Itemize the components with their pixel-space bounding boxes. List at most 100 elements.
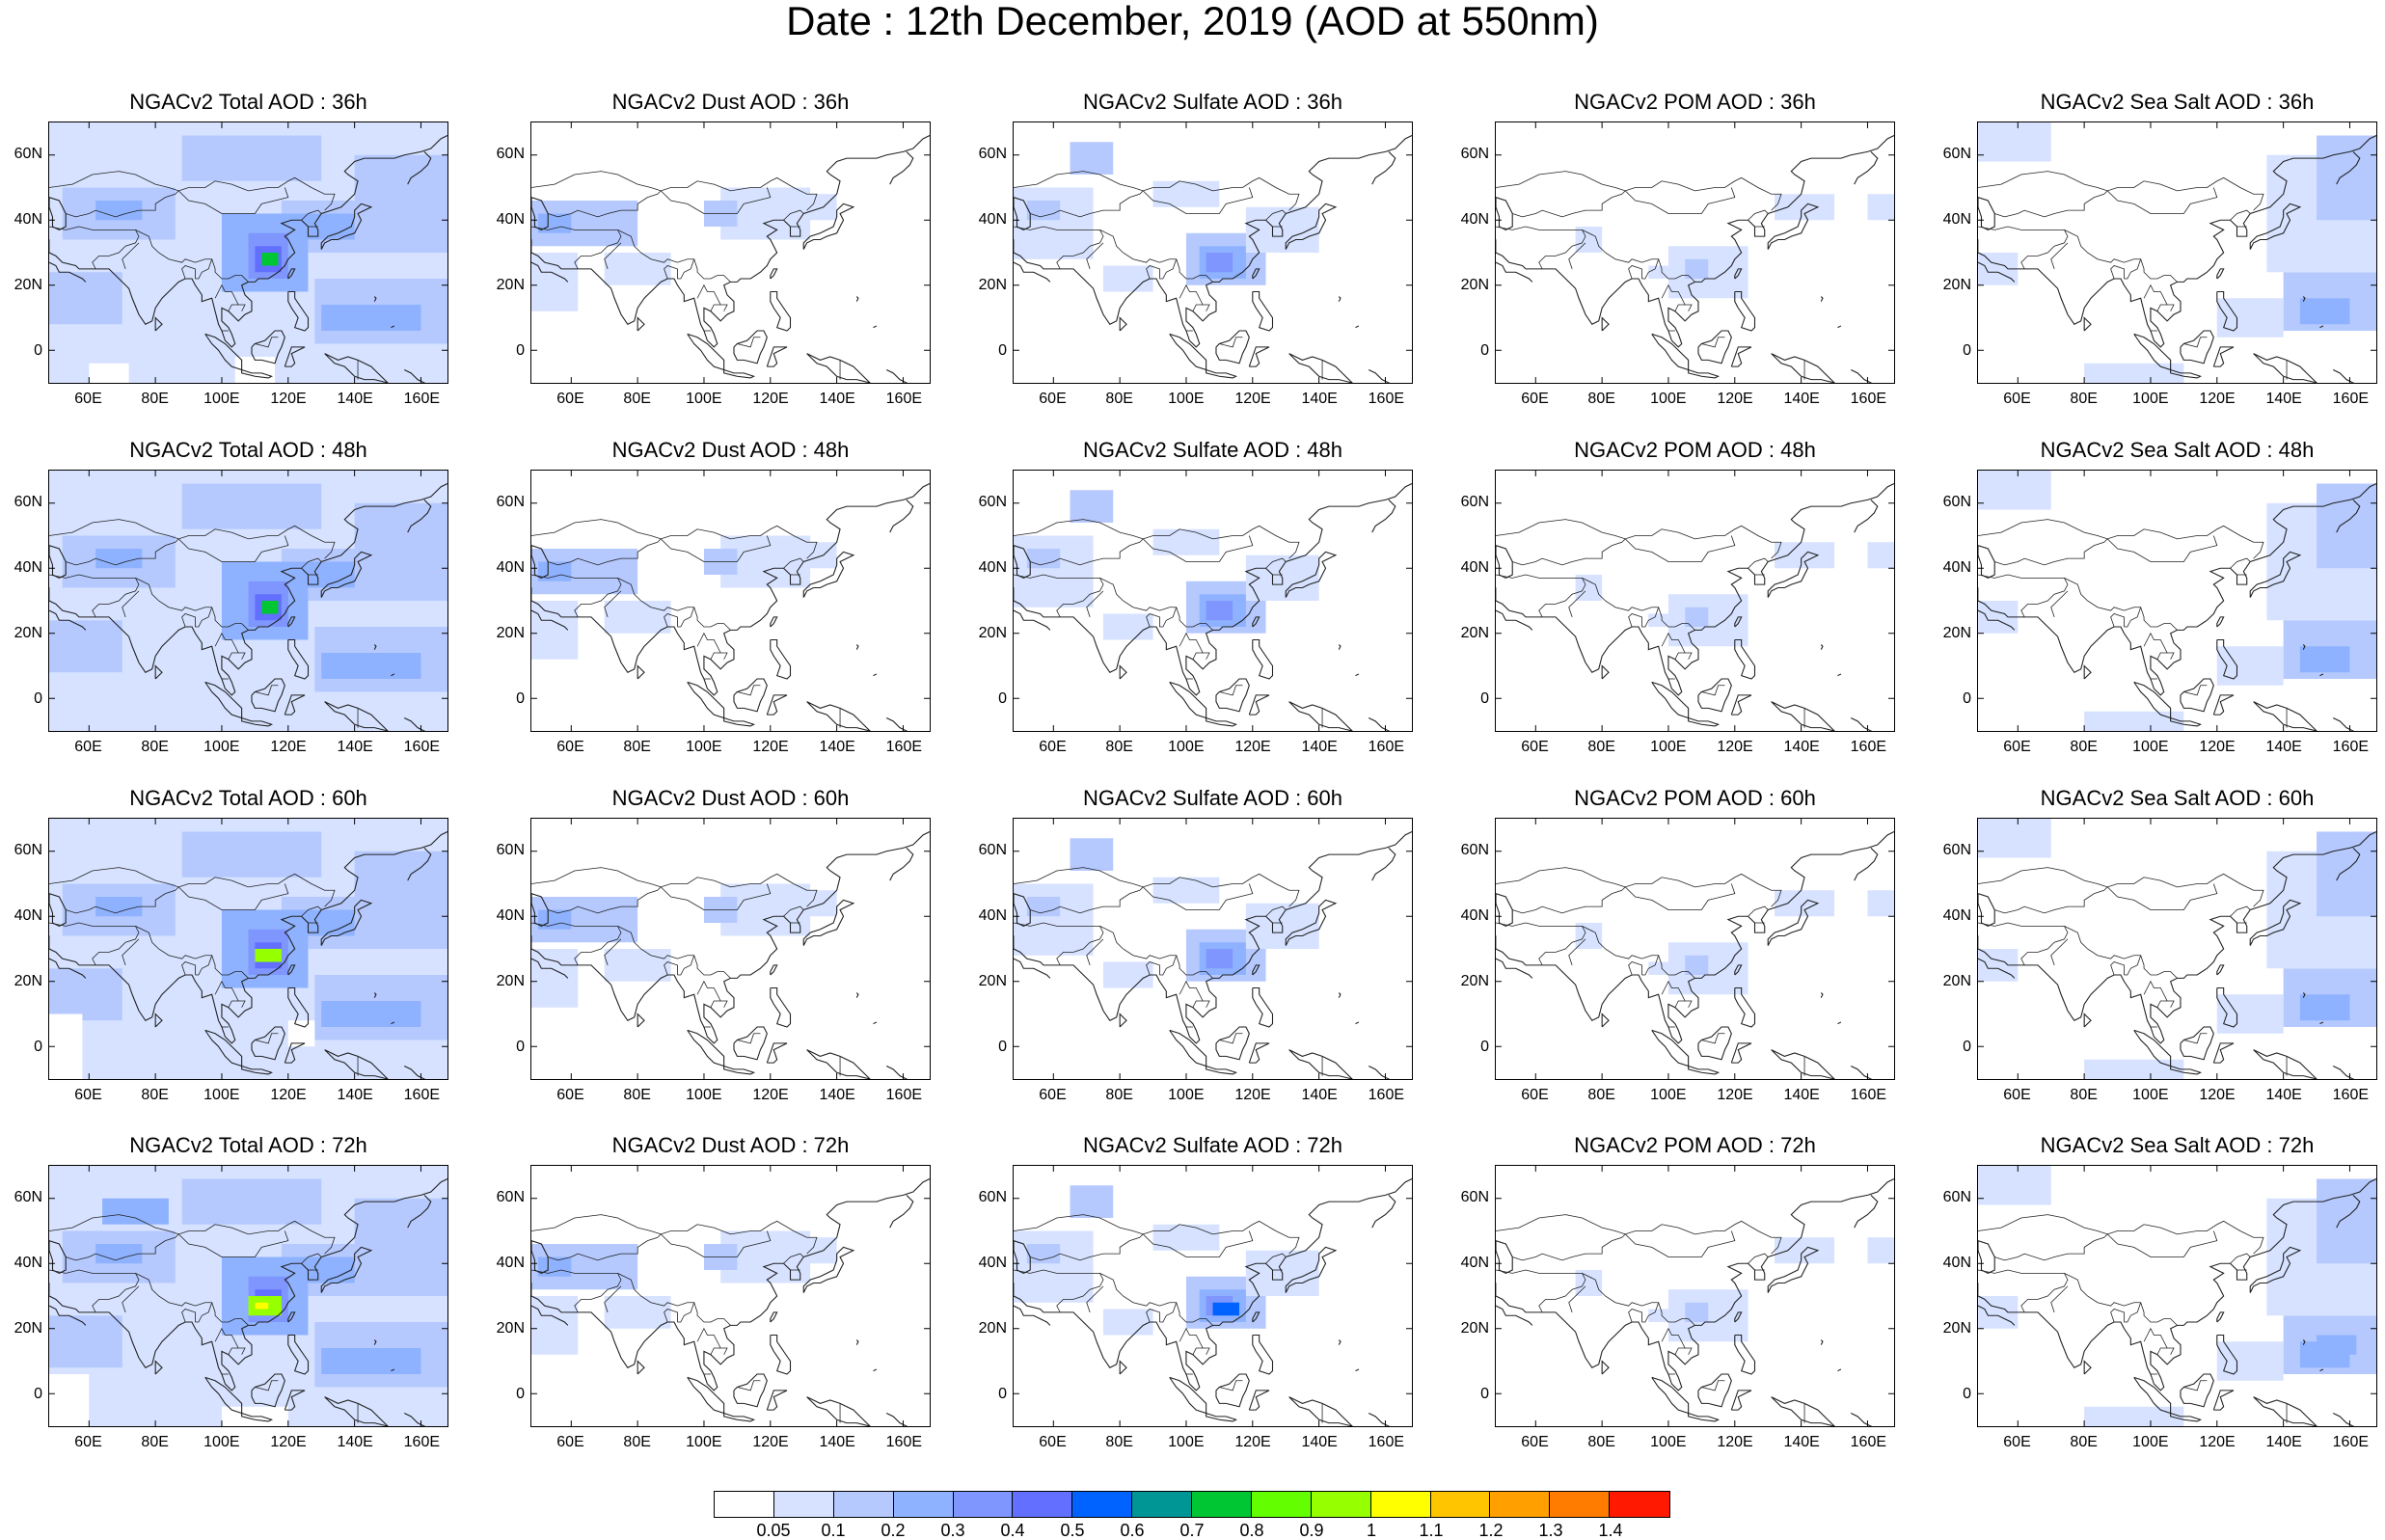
x-tick-label: 120E — [1717, 1434, 1753, 1450]
country-border — [1219, 337, 1243, 348]
coastline — [531, 197, 549, 230]
country-border — [1624, 1230, 1736, 1257]
x-tick-label: 160E — [1850, 391, 1887, 407]
coastline — [1837, 1021, 1842, 1025]
country-border — [1496, 922, 1586, 966]
y-tick-label: 20N — [1942, 625, 1971, 641]
coastline — [1496, 609, 1533, 631]
aod-shade — [531, 1296, 579, 1355]
country-border — [1661, 632, 1693, 660]
country-border — [1219, 1380, 1243, 1391]
coastline — [2302, 644, 2306, 650]
country-border — [2156, 1000, 2168, 1008]
x-tick-label: 60E — [1521, 1434, 1549, 1450]
coastline — [855, 1339, 859, 1345]
colorbar-label: 1.4 — [1598, 1521, 1623, 1540]
y-tick-label: 0 — [516, 1039, 525, 1055]
x-tick-label: 80E — [141, 391, 169, 407]
country-border — [228, 1347, 239, 1355]
y-tick-label: 60N — [978, 1189, 1007, 1205]
colorbar-label: 0.4 — [1000, 1521, 1025, 1540]
x-tick-label: 100E — [686, 1434, 722, 1450]
coastline — [320, 899, 373, 946]
coastline — [806, 1396, 871, 1426]
country-border — [1142, 1230, 1254, 1257]
country-border — [1014, 1269, 1104, 1313]
x-tick-label: 60E — [1521, 391, 1549, 407]
coastline — [1854, 847, 1879, 881]
country-border — [1030, 538, 1144, 566]
coastline — [1496, 893, 1513, 927]
coastline — [1978, 893, 1995, 927]
aod-shade — [287, 213, 355, 240]
country-border — [1701, 1380, 1725, 1391]
coastline — [2302, 296, 2306, 302]
y-tick-label: 0 — [34, 690, 42, 707]
coastline — [1730, 1390, 1752, 1411]
country-border — [177, 535, 289, 562]
x-tick-label: 100E — [203, 391, 240, 407]
x-tick-label: 100E — [686, 1087, 722, 1103]
aod-shade — [531, 253, 579, 311]
country-border — [1265, 1253, 1287, 1264]
coastline — [873, 1368, 878, 1372]
aod-shade — [537, 561, 572, 581]
coastline — [1169, 681, 1207, 719]
coastline — [1496, 1305, 1533, 1326]
coastline — [885, 717, 908, 731]
coastline — [1206, 1412, 1238, 1422]
aod-shade — [321, 653, 421, 679]
coastline — [637, 316, 645, 332]
coastline — [2170, 368, 2203, 379]
country-border — [1146, 613, 1160, 628]
coastline — [49, 483, 447, 696]
coastline — [531, 958, 569, 979]
y-tick-label: 20N — [14, 973, 42, 989]
country-border — [1674, 1347, 1686, 1355]
coastline — [770, 616, 778, 628]
y-tick-label: 40N — [496, 211, 525, 228]
aod-shade — [763, 890, 837, 917]
coastline — [1688, 716, 1721, 727]
coastline — [2180, 330, 2214, 365]
aod-shade — [604, 253, 671, 285]
coastline — [1767, 1246, 1820, 1293]
x-tick-label: 100E — [1168, 1434, 1205, 1450]
coastline — [1119, 1013, 1127, 1028]
aod-field — [49, 471, 447, 731]
aod-shade — [1026, 897, 1061, 917]
country-border — [2183, 685, 2208, 696]
coastline — [1771, 701, 1835, 731]
country-border — [2110, 265, 2125, 280]
x-tick-label: 160E — [1368, 391, 1405, 407]
country-border — [1496, 867, 1782, 907]
country-border — [783, 209, 804, 221]
y-tick-label: 20N — [1460, 1320, 1489, 1337]
coastline — [1978, 831, 2376, 1044]
x-tick-label: 160E — [885, 1087, 923, 1103]
colorbar-label: 1.3 — [1538, 1521, 1563, 1540]
y-tick-label: 60N — [1460, 1189, 1489, 1205]
coastline — [49, 545, 67, 579]
aod-shade — [49, 968, 122, 1021]
x-tick-label: 80E — [623, 1434, 651, 1450]
panel-title: NGACv2 POM AOD : 60h — [1574, 786, 1816, 810]
coastline — [806, 353, 871, 383]
coastline — [1850, 717, 1873, 731]
country-border — [1748, 1253, 1769, 1264]
coastline — [1496, 483, 1894, 696]
coastline — [2249, 551, 2302, 598]
aod-shade — [321, 1348, 421, 1374]
aod-field — [1978, 819, 2376, 1079]
coastline — [1338, 296, 1342, 302]
country-border — [1179, 284, 1210, 311]
coastline — [49, 1178, 447, 1391]
x-tick-label: 140E — [1301, 1087, 1338, 1103]
coastline — [324, 353, 389, 383]
x-tick-label: 60E — [1521, 1087, 1549, 1103]
country-border — [1624, 883, 1736, 910]
aod-shade — [181, 135, 322, 181]
country-border — [1496, 171, 1782, 211]
country-border — [531, 922, 622, 966]
country-border — [135, 1273, 213, 1323]
